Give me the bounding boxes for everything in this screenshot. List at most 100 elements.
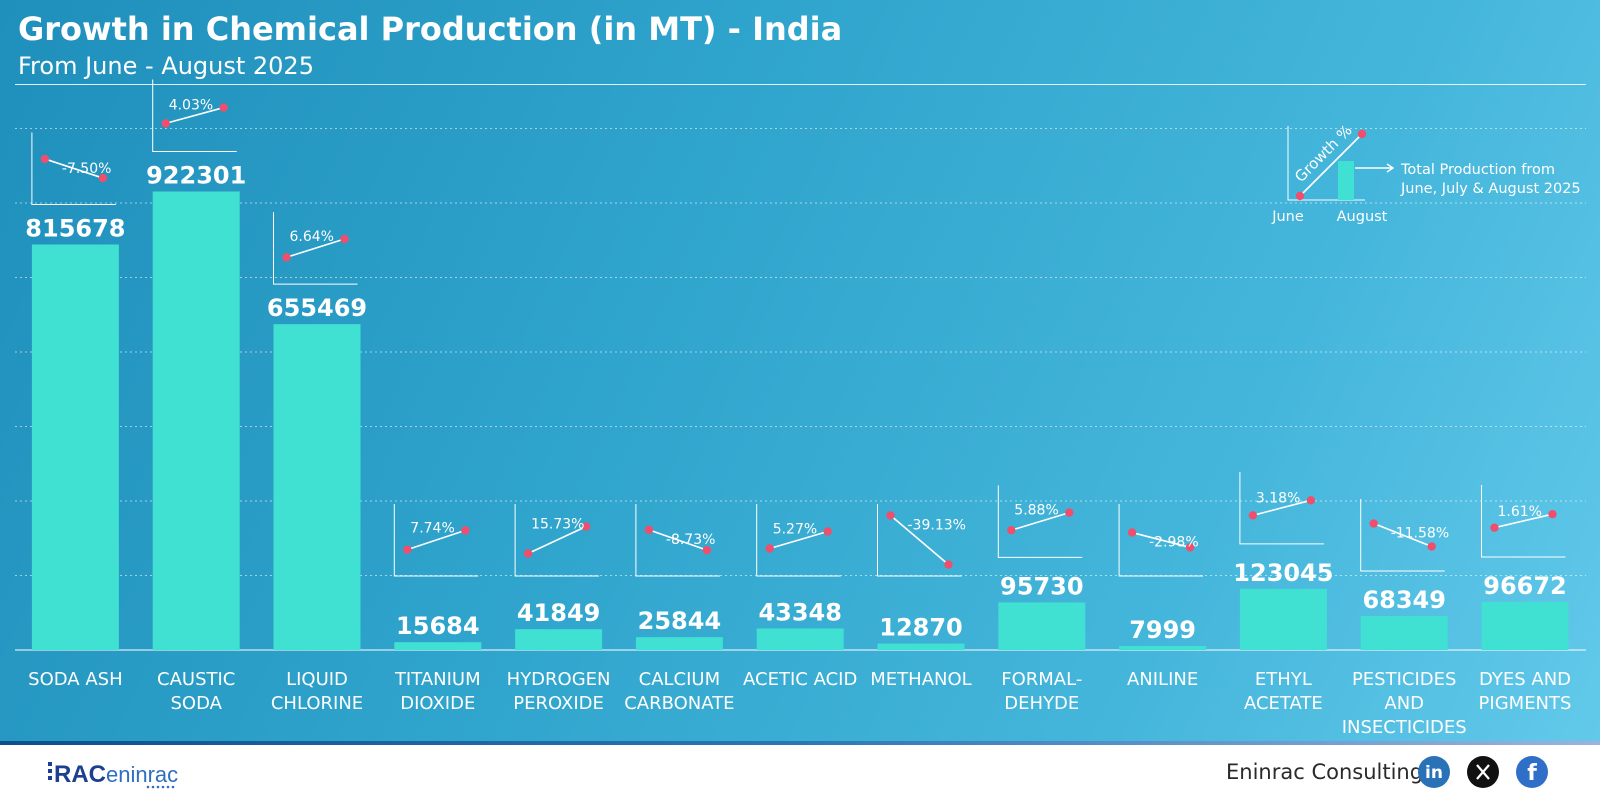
legend-growth-line — [1299, 133, 1363, 197]
growth-panel-frame — [514, 504, 600, 577]
growth-line — [44, 158, 104, 179]
growth-percent-label: -8.73% — [666, 532, 716, 548]
category-label: DYES AND — [1479, 669, 1571, 690]
footer: RAC eninrac Eninrac Consulting in f — [0, 745, 1600, 800]
category-label: CAUSTIC — [157, 669, 235, 690]
growth-percent-label: -11.58% — [1391, 526, 1449, 542]
growth-percent-label: 15.73% — [531, 517, 584, 533]
bar-value-label: 815678 — [25, 214, 125, 242]
category-label: SODA — [170, 693, 222, 714]
category-label: CHLORINE — [271, 693, 363, 714]
growth-end-dot — [823, 527, 832, 536]
growth-start-dot — [1490, 523, 1499, 532]
category-label: ANILINE — [1127, 669, 1198, 690]
growth-start-dot — [282, 253, 291, 262]
bar-value-label: 96672 — [1483, 572, 1567, 600]
bar-chart: 815678 922301 655469 15684 41849 25844 43348 12… — [25, 79, 1581, 714]
svg-text:eninrac: eninrac — [106, 762, 178, 787]
legend-total-note-line2: June, July & August 2025 — [1400, 181, 1581, 197]
bar-value-label: 12870 — [879, 614, 963, 642]
growth-percent-label: 6.64% — [290, 229, 334, 245]
legend-arrow-head — [1386, 163, 1395, 173]
company-name: Eninrac Consulting — [1226, 760, 1424, 784]
growth-panel-frame — [31, 132, 116, 205]
growth-panel-frame — [1360, 499, 1445, 572]
chart-title: Growth in Chemical Production (in MT) - … — [18, 10, 843, 48]
category-label: AND — [1384, 693, 1424, 714]
category-label: ACETIC ACID — [743, 669, 857, 690]
growth-percent-label: -7.50% — [62, 161, 112, 177]
bar-value-label: 95730 — [1000, 572, 1084, 600]
growth-panel-frame — [1481, 484, 1566, 558]
growth-start-dot — [644, 525, 654, 535]
growth-panel-frame — [635, 504, 720, 577]
chart-banner: Growth in Chemical Production (in MT) - … — [0, 0, 1600, 741]
growth-end-dot — [1306, 496, 1316, 505]
category-label: PESTICIDES — [1352, 669, 1457, 690]
growth-panel-frame — [152, 79, 237, 152]
svg-text:f: f — [1527, 761, 1537, 786]
footer-stripe — [0, 741, 1600, 745]
growth-end-dot — [581, 522, 591, 531]
linkedin-icon[interactable]: in — [1418, 756, 1450, 788]
legend-bar-swatch — [1338, 161, 1354, 200]
growth-end-dot — [98, 173, 108, 183]
growth-start-dot — [1248, 511, 1258, 520]
bar — [756, 628, 844, 650]
growth-line — [1252, 499, 1312, 517]
growth-end-dot — [461, 526, 470, 535]
growth-end-dot — [1065, 508, 1074, 517]
growth-panel-frame — [1118, 504, 1204, 577]
bar — [1360, 616, 1448, 650]
growth-percent-label: 5.88% — [1014, 503, 1058, 519]
growth-line — [769, 530, 828, 550]
bar — [1119, 646, 1207, 650]
category-label: PIGMENTS — [1479, 693, 1572, 714]
growth-line — [527, 525, 587, 555]
growth-percent-label: 1.61% — [1498, 504, 1542, 520]
category-label: PEROXIDE — [513, 693, 604, 714]
growth-end-dot — [702, 545, 712, 555]
bar-value-label: 7999 — [1129, 616, 1196, 644]
bar — [273, 324, 361, 650]
growth-line — [1131, 531, 1191, 549]
growth-end-dot — [219, 103, 228, 112]
bar-value-label: 922301 — [146, 161, 246, 189]
bar — [1481, 601, 1569, 650]
growth-line — [1373, 522, 1432, 548]
growth-percent-label: 4.03% — [169, 98, 213, 114]
bar — [31, 244, 119, 650]
growth-percent-label: 7.74% — [410, 520, 454, 536]
growth-end-dot — [340, 234, 349, 244]
legend-end-dot — [1357, 129, 1367, 139]
bar — [394, 642, 482, 650]
bar-value-label: 123045 — [1233, 559, 1333, 587]
growth-end-dot — [1548, 509, 1557, 519]
category-label: LIQUID — [286, 669, 348, 690]
bar-value-label: 25844 — [638, 607, 722, 635]
growth-start-dot — [1127, 528, 1137, 537]
legend-total-note-line1: Total Production from — [1400, 162, 1555, 178]
growth-percent-label: -39.13% — [908, 517, 966, 533]
category-label: DEHYDE — [1004, 693, 1079, 714]
growth-line — [1011, 511, 1070, 531]
category-label: TITANIUM — [394, 669, 481, 690]
growth-percent-label: 3.18% — [1256, 490, 1300, 506]
eninrac-logo: RAC eninrac — [48, 757, 188, 789]
growth-start-dot — [523, 549, 533, 558]
svg-text:RAC: RAC — [54, 761, 106, 788]
category-label: METHANOL — [870, 669, 971, 690]
growth-start-dot — [886, 511, 895, 520]
growth-panel-frame — [393, 504, 479, 577]
bar-value-label: 41849 — [517, 599, 601, 627]
facebook-icon[interactable]: f — [1516, 756, 1548, 788]
svg-text:in: in — [1425, 763, 1443, 783]
category-label: CARBONATE — [624, 693, 734, 714]
category-label: ETHYL — [1255, 669, 1312, 690]
growth-start-dot — [403, 545, 412, 554]
x-icon[interactable] — [1467, 756, 1499, 788]
growth-line — [165, 106, 224, 125]
bar — [152, 191, 240, 650]
legend-end-label: August — [1337, 209, 1388, 225]
growth-panel-frame — [756, 504, 841, 577]
